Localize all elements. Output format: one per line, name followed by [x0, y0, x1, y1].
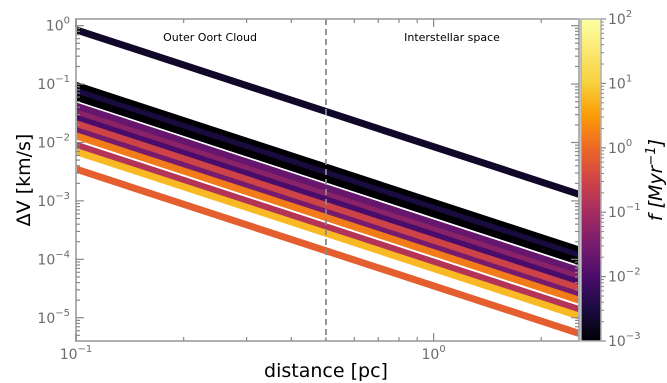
- colorbar-tick-label-2: 101: [608, 73, 632, 92]
- y-axis-title: ΔV [km/s]: [13, 134, 35, 227]
- colorbar-tick-label-3: 100: [608, 138, 632, 157]
- series-line-4: [76, 93, 579, 265]
- colorbar-tick-label-6: 10−3: [608, 331, 641, 350]
- series-line-2: [76, 82, 579, 254]
- series-line-6: [76, 109, 579, 281]
- series-line-8: [76, 120, 579, 292]
- series-line-10: [76, 132, 579, 304]
- y-tick-label-5: 10−4: [37, 249, 70, 268]
- plot-area: [76, 19, 579, 341]
- x-tick-label-1: 10−1: [60, 344, 93, 363]
- x-axis-title: distance [pc]: [264, 360, 388, 382]
- y-tick-label-6: 10−5: [37, 308, 70, 327]
- series-line-11: [76, 141, 579, 313]
- colorbar: [580, 18, 602, 342]
- axis-ticks: 10−1 100 100 10−1 10−2 10−3 10−4 10−5: [37, 16, 579, 363]
- colorbar-ticks: 102 101 100 10−1 10−2 10−3: [601, 9, 641, 350]
- series-line-7: [76, 114, 579, 286]
- colorbar-tick-label-4: 10−1: [608, 202, 641, 221]
- series-line-5: [76, 102, 579, 274]
- colorbar-tick-label-1: 102: [608, 9, 632, 28]
- series-line-12: [76, 148, 579, 320]
- colorbar-tick-label-5: 10−2: [608, 267, 641, 286]
- plot-frame: [75, 18, 580, 342]
- y-tick-label-3: 10−2: [37, 132, 70, 151]
- series-line-3: [76, 88, 579, 260]
- annotation-outer-oort-cloud: Outer Oort Cloud: [163, 31, 257, 44]
- series-line-1: [76, 26, 579, 198]
- x-tick-label-2: 100: [422, 344, 446, 363]
- annotation-interstellar-space: Interstellar space: [404, 31, 500, 44]
- y-tick-label-4: 10−3: [37, 191, 70, 210]
- colorbar-title: f [Myr−1]: [644, 139, 667, 221]
- y-tick-label-1: 100: [46, 16, 70, 35]
- y-tick-label-2: 10−1: [37, 74, 70, 93]
- series-line-9: [76, 127, 579, 299]
- series-line-13: [76, 165, 579, 337]
